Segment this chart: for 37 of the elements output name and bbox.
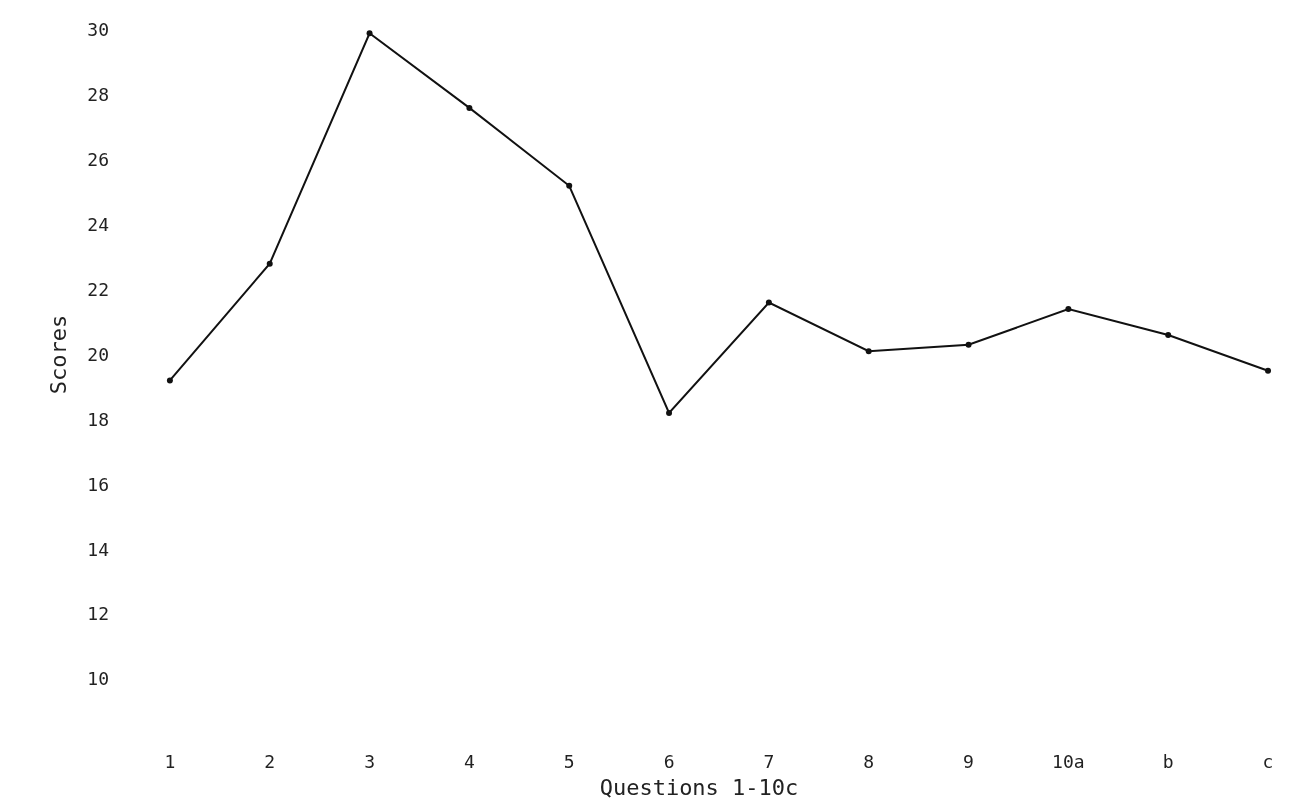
x-tick-label: 7 xyxy=(763,751,775,772)
point xyxy=(1165,332,1172,339)
x-tick-label: c xyxy=(1262,751,1274,772)
x-tick-label: 4 xyxy=(463,751,475,772)
x-tick-label: 1 xyxy=(164,751,176,772)
y-tick-label: 20 xyxy=(87,343,109,365)
point xyxy=(965,341,972,348)
point xyxy=(566,182,573,189)
x-tick-label: 5 xyxy=(563,751,575,772)
y-tick-label: 28 xyxy=(87,84,109,106)
x-tick-label: 3 xyxy=(364,751,375,772)
x-tick-label: 8 xyxy=(863,751,875,772)
y-tick-label: 12 xyxy=(87,603,109,625)
y-tick-label: 30 xyxy=(87,19,109,41)
point xyxy=(366,30,373,37)
x-tick-label: 2 xyxy=(264,751,276,772)
x-axis-title: Questions 1-10c xyxy=(599,774,799,800)
y-tick-label: 24 xyxy=(87,214,109,235)
x-tick-label: 10a xyxy=(1052,751,1085,772)
point xyxy=(1265,367,1272,374)
y-tick-label: 14 xyxy=(87,538,109,560)
y-tick-label: 26 xyxy=(87,149,109,171)
point xyxy=(865,348,872,355)
point xyxy=(466,104,473,111)
point xyxy=(166,377,173,384)
x-tick-label: 9 xyxy=(963,751,974,772)
y-tick-label: 22 xyxy=(87,278,109,300)
y-tick-label: 10 xyxy=(87,668,109,690)
x-tick-label: 6 xyxy=(663,751,675,772)
y-axis-title: Scores xyxy=(46,314,72,395)
point xyxy=(765,299,772,306)
x-tick-label: b xyxy=(1162,751,1174,772)
point xyxy=(666,409,673,416)
y-tick-label: 18 xyxy=(87,408,109,430)
point xyxy=(266,260,273,267)
y-tick-label: 16 xyxy=(87,473,109,495)
point xyxy=(1065,306,1072,313)
